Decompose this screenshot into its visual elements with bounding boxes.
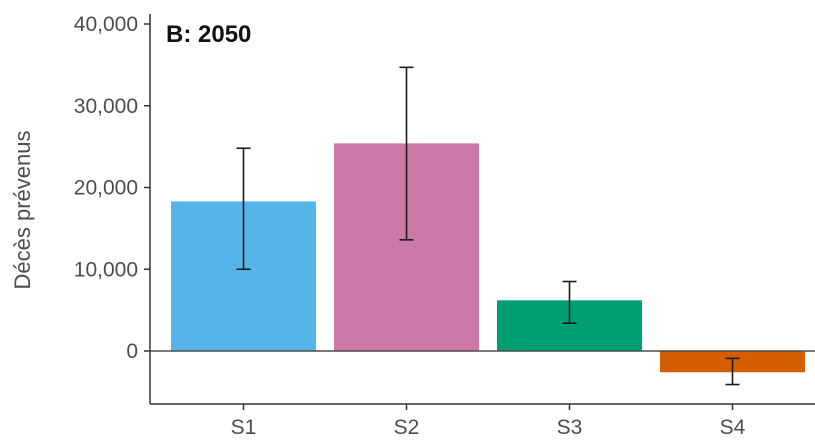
error-bar-s1: [236, 147, 251, 271]
x-tick-label-s4: S4: [720, 416, 746, 439]
x-tick-label-s1: S1: [231, 416, 257, 439]
errorbars-layer: [236, 66, 740, 386]
y-tick-label: 40,000: [74, 13, 138, 36]
x-tick-label-s3: S3: [557, 416, 583, 439]
x-tick-label-s2: S2: [394, 416, 420, 439]
y-axis-ticks: 0 10,000 20,000 30,000 40,000: [74, 13, 150, 363]
chart-title: B: 2050: [166, 21, 251, 48]
y-tick-label: 20,000: [74, 177, 138, 200]
y-axis-title: Décès prévenus: [10, 131, 35, 290]
error-bar-s3: [562, 280, 577, 325]
error-bar-s2: [399, 66, 414, 241]
bars-layer: [171, 143, 805, 373]
y-tick-label: 0: [126, 340, 138, 363]
y-tick-label: 30,000: [74, 95, 138, 118]
error-bar-s4: [725, 357, 740, 386]
y-tick-label: 10,000: [74, 258, 138, 281]
x-axis-ticks: S1 S2 S3 S4: [231, 404, 746, 439]
